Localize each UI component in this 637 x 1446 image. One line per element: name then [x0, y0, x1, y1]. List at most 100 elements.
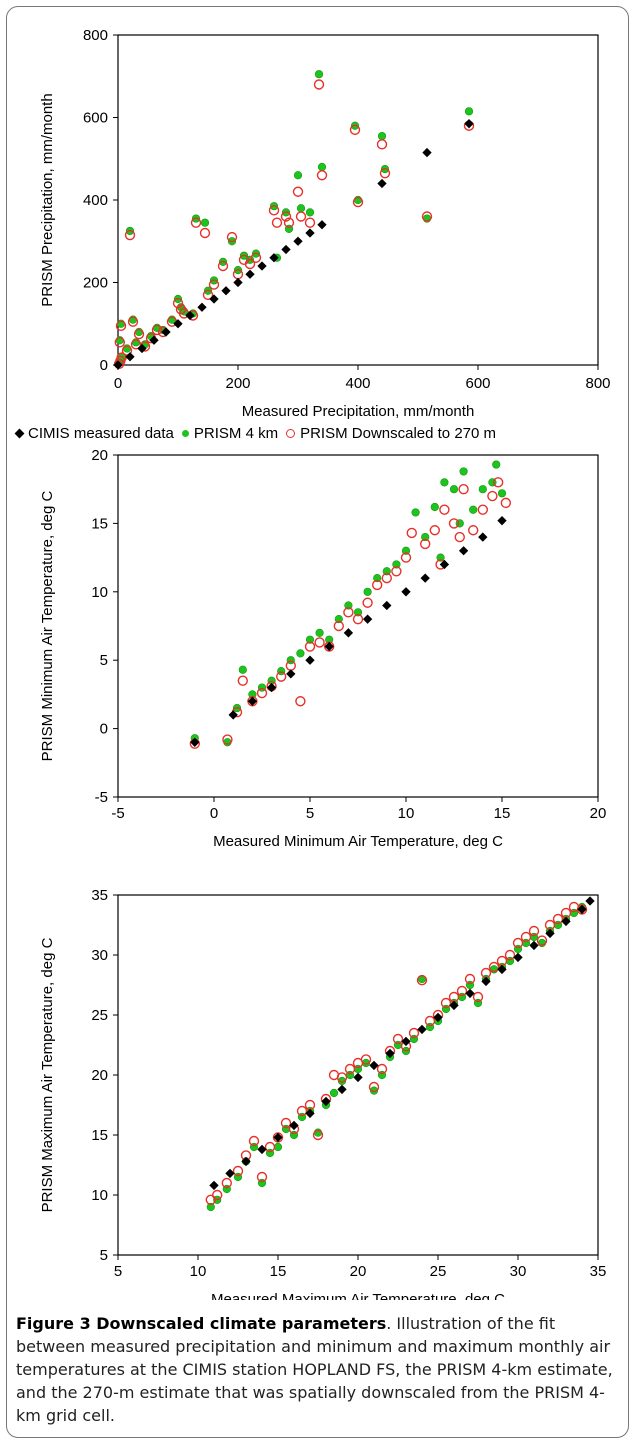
data-point-prism-270m [440, 997, 452, 1009]
data-point-cimis [382, 600, 392, 611]
data-point-cimis [173, 319, 183, 329]
data-point-prism-270m [127, 316, 139, 327]
y-axis-label: PRISM Maximum Air Temperature, deg C [39, 937, 56, 1212]
y-tick-label: 20 [91, 1067, 108, 1084]
data-point-prism-270m [456, 985, 468, 997]
data-point-prism-270m [237, 675, 249, 686]
data-point-prism-270m [336, 1072, 348, 1083]
data-point-prism-270m [316, 170, 328, 181]
data-point-prism-270m [360, 1054, 372, 1065]
data-point-prism-4km [436, 553, 445, 562]
data-point-prism-4km [314, 70, 324, 79]
data-point-prism-4km [492, 460, 501, 469]
y-tick-label: -5 [95, 789, 108, 806]
data-point-cimis [449, 1000, 459, 1011]
data-point-prism-270m [420, 538, 431, 550]
data-point-prism-270m [133, 328, 145, 340]
x-tick-label: 25 [430, 1263, 447, 1280]
data-point-cimis [464, 119, 474, 129]
data-point-cimis [149, 335, 159, 345]
data-point-cimis [245, 269, 255, 279]
data-point-cimis [353, 1072, 363, 1083]
x-tick-label: 0 [114, 375, 122, 392]
data-point-prism-270m [208, 279, 220, 290]
data-point-prism-270m [421, 211, 433, 222]
data-point-prism-270m [256, 1171, 268, 1183]
x-tick-label: 35 [590, 1263, 607, 1280]
x-tick-label: 10 [398, 805, 415, 822]
x-tick-label: 200 [225, 375, 250, 392]
data-point-prism-270m [115, 320, 127, 332]
data-point-cimis [343, 628, 354, 638]
data-point-cimis [422, 147, 432, 158]
data-point-cimis [289, 1120, 299, 1131]
data-point-prism-270m [333, 620, 344, 632]
green-dot-icon [181, 429, 189, 437]
data-point-prism-4km [344, 601, 353, 610]
data-point-prism-4km [430, 502, 439, 512]
data-point-prism-270m [512, 937, 524, 949]
data-point-prism-4km [464, 107, 474, 116]
data-point-cimis [337, 1084, 347, 1095]
data-point-prism-4km [296, 649, 305, 658]
series-diamond [113, 119, 474, 370]
legend-item-prism-270m: PRISM Downscaled to 270 m [286, 425, 496, 442]
data-point-prism-270m [504, 949, 516, 961]
data-point-cimis [266, 682, 277, 693]
x-tick-label: 400 [345, 375, 370, 392]
data-point-prism-4km [238, 665, 247, 674]
data-point-prism-270m [408, 1027, 420, 1039]
data-point-prism-4km [382, 567, 391, 576]
series-diamond [190, 515, 507, 747]
data-point-prism-270m [304, 217, 316, 228]
data-point-prism-4km [469, 505, 478, 514]
chart-min-temperature: -5 0 5 10 15 20 -5 0 5 10 15 20 Measured Minimum Air… [39, 447, 606, 850]
data-point-prism-4km [373, 574, 382, 583]
data-point-prism-270m [376, 1063, 388, 1075]
data-point-prism-270m [416, 975, 428, 986]
data-point-prism-270m [464, 973, 476, 985]
y-tick-label: 35 [91, 887, 108, 904]
data-point-prism-270m [376, 139, 388, 150]
data-point-cimis [185, 310, 195, 321]
series-ring [113, 79, 475, 369]
plot-area [117, 454, 599, 798]
data-point-prism-4km [334, 615, 343, 624]
data-point-prism-4km [411, 508, 420, 517]
data-point-prism-4km [449, 485, 459, 494]
data-point-prism-4km [296, 204, 306, 213]
data-point-prism-270m [244, 258, 256, 270]
data-point-prism-270m [268, 205, 280, 216]
chart-max-temperature: 5 10 15 20 25 30 35 5 10 15 20 25 30 35 Measured Maxim… [39, 887, 606, 1300]
data-point-prism-270m [439, 504, 450, 515]
legend-item-prism-4km: PRISM 4 km [181, 425, 278, 442]
x-tick-label: 10 [190, 1263, 207, 1280]
data-point-prism-270m [190, 217, 202, 228]
y-tick-label: 5 [100, 1247, 108, 1264]
x-tick-label: 30 [510, 1263, 527, 1280]
y-tick-label: 15 [91, 1127, 108, 1144]
data-point-cimis [369, 1060, 379, 1071]
data-point-prism-4km [315, 628, 324, 637]
data-point-prism-4km [392, 560, 401, 569]
red-ring-icon [286, 428, 296, 438]
data-point-cimis [209, 294, 219, 304]
data-point-cimis [362, 614, 373, 624]
figure-frame [6, 6, 629, 1438]
y-tick-label: 25 [91, 1007, 108, 1024]
caption-text: . Illustration of the fit between measur… [16, 1314, 613, 1425]
x-tick-label: 5 [114, 1263, 122, 1280]
data-point-cimis [417, 1024, 427, 1035]
data-point-cimis [305, 1108, 315, 1119]
data-point-prism-270m [520, 931, 532, 943]
data-point-prism-4km [478, 485, 487, 494]
data-point-prism-270m [488, 961, 500, 973]
data-point-prism-270m [362, 597, 373, 608]
diamond-icon [14, 428, 25, 438]
data-point-cimis [197, 302, 207, 312]
x-tick-label: 15 [494, 805, 511, 822]
data-point-cimis [293, 236, 303, 246]
data-point-prism-270m [468, 525, 479, 536]
x-tick-label: 800 [585, 375, 610, 392]
data-point-cimis [221, 286, 231, 296]
